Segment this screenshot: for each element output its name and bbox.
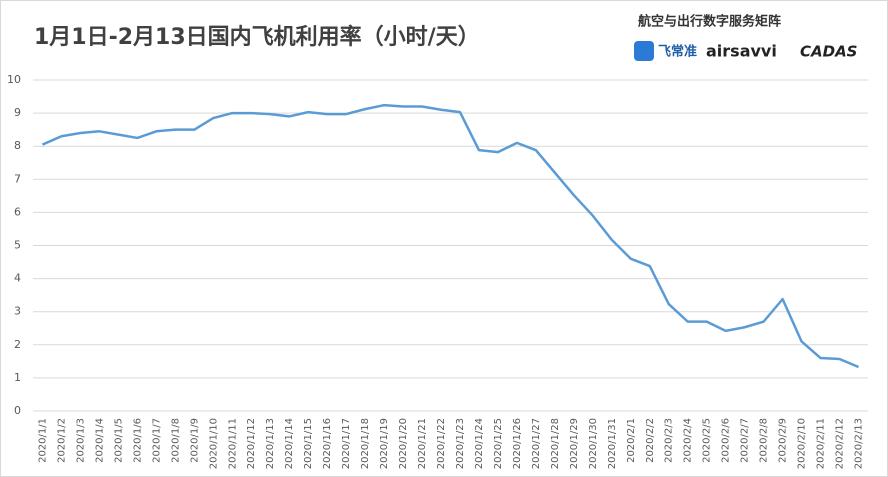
x-tick-label: 2020/1/12 [246,418,257,469]
y-tick-label: 3 [14,305,21,318]
x-tick-label: 2020/1/5 [113,418,124,463]
line-series [41,103,859,369]
x-tick-label: 2020/1/26 [512,418,523,469]
x-tick-label: 2020/1/23 [455,418,466,469]
y-tick-label: 1 [14,371,21,384]
y-tick-label: 2 [14,338,21,351]
x-tick-label: 2020/2/8 [759,418,770,463]
y-tick-label: 0 [14,404,21,417]
x-tick-label: 2020/1/2 [56,418,67,463]
x-tick-label: 2020/2/1 [626,418,637,463]
brand-tagline: 航空与出行数字服务矩阵 [638,14,781,30]
x-tick-label: 2020/1/11 [227,418,238,469]
x-tick-label: 2020/2/13 [854,418,865,469]
x-tick-label: 2020/1/3 [75,418,86,463]
y-tick-label: 8 [14,139,21,152]
x-tick-label: 2020/1/6 [132,418,143,463]
y-tick-label: 7 [14,172,21,185]
x-tick-label: 2020/1/30 [588,418,599,469]
chart-title: 1月1日-2月13日国内飞机利用率（小时/天） [34,24,480,50]
x-tick-label: 2020/1/25 [493,418,504,469]
y-tick-label: 5 [14,239,21,252]
x-tick-label: 2020/1/8 [170,418,181,463]
y-tick-label: 10 [7,73,21,86]
x-tick-label: 2020/1/4 [94,418,105,463]
x-tick-label: 2020/1/28 [550,418,561,469]
logo-icon [634,41,654,61]
logo: CADAS [800,43,857,61]
x-tick-label: 2020/2/11 [816,418,827,469]
x-tick-label: 2020/1/21 [417,418,428,469]
x-tick-label: 2020/2/4 [683,418,694,463]
x-tick-label: 2020/2/10 [797,418,808,469]
x-tick-label: 2020/1/14 [284,418,295,469]
logo: airsavvi [706,42,777,61]
y-tick-label: 6 [14,205,21,218]
x-tick-label: 2020/2/5 [702,418,713,463]
x-tick-label: 2020/1/18 [360,418,371,469]
x-tick-label: 2020/2/6 [721,418,732,463]
x-tick-label: 2020/1/31 [607,418,618,469]
x-tick-label: 2020/1/7 [151,418,162,463]
x-tick-label: 2020/1/13 [265,418,276,469]
x-tick-label: 2020/1/16 [322,418,333,469]
x-tick-label: 2020/2/7 [740,418,751,463]
y-tick-label: 4 [14,272,21,285]
x-tick-label: 2020/2/12 [835,418,846,469]
x-tick-label: 2020/1/1 [37,418,48,463]
x-tick-label: 2020/1/29 [569,418,580,469]
x-tick-label: 2020/1/10 [208,418,219,469]
logo: 飞常准 [658,44,697,60]
x-tick-label: 2020/1/9 [189,418,200,463]
x-tick-label: 2020/1/19 [379,418,390,469]
x-tick-label: 2020/1/22 [436,418,447,469]
x-tick-label: 2020/2/2 [645,418,656,463]
x-tick-label: 2020/1/24 [474,418,485,469]
x-tick-label: 2020/1/27 [531,418,542,469]
x-tick-label: 2020/1/20 [398,418,409,469]
x-tick-label: 2020/1/17 [341,418,352,469]
x-tick-label: 2020/2/3 [664,418,675,463]
y-tick-label: 9 [14,106,21,119]
x-tick-label: 2020/2/9 [778,418,789,463]
x-tick-label: 2020/1/15 [303,418,314,469]
